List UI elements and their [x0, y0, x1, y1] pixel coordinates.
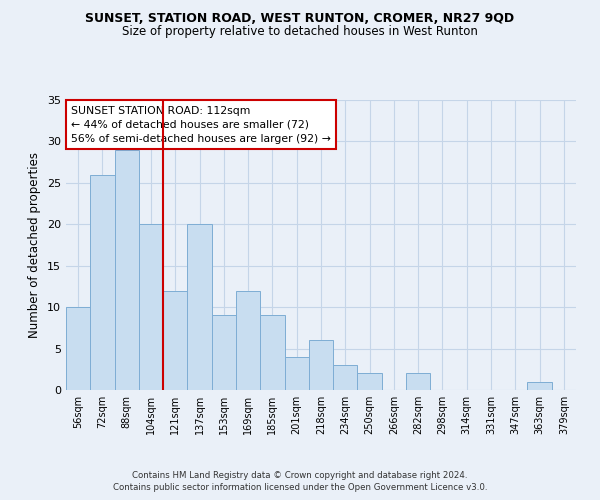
Bar [527, 382, 552, 390]
Bar [333, 365, 358, 390]
Bar [66, 307, 90, 390]
Bar [212, 316, 236, 390]
Bar [260, 316, 284, 390]
Bar [284, 357, 309, 390]
Bar [358, 374, 382, 390]
Bar [139, 224, 163, 390]
Bar [187, 224, 212, 390]
Bar [406, 374, 430, 390]
Bar [163, 290, 187, 390]
Y-axis label: Number of detached properties: Number of detached properties [28, 152, 41, 338]
Text: SUNSET STATION ROAD: 112sqm
← 44% of detached houses are smaller (72)
56% of sem: SUNSET STATION ROAD: 112sqm ← 44% of det… [71, 106, 331, 144]
Bar [115, 150, 139, 390]
Text: SUNSET, STATION ROAD, WEST RUNTON, CROMER, NR27 9QD: SUNSET, STATION ROAD, WEST RUNTON, CROME… [85, 12, 515, 26]
Bar [309, 340, 333, 390]
Bar [236, 290, 260, 390]
Text: Size of property relative to detached houses in West Runton: Size of property relative to detached ho… [122, 25, 478, 38]
Bar [90, 174, 115, 390]
Text: Contains HM Land Registry data © Crown copyright and database right 2024.
Contai: Contains HM Land Registry data © Crown c… [113, 471, 487, 492]
